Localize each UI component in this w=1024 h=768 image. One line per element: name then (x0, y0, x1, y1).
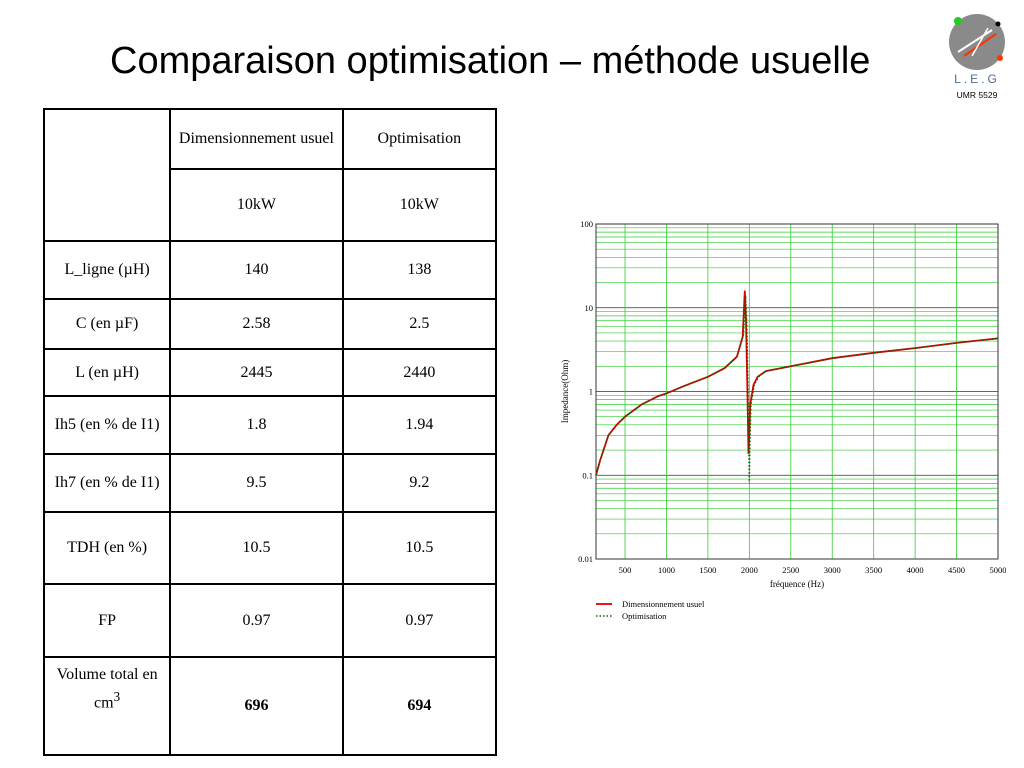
x-tick-label: 1000 (658, 565, 675, 575)
y-tick-label: 1 (589, 387, 593, 397)
x-tick-label: 1500 (699, 565, 716, 575)
y-tick-label: 0.1 (582, 470, 593, 480)
volume-label-exponent: 3 (113, 689, 121, 704)
power-usuel: 10kW (169, 168, 344, 242)
x-tick-label: 4000 (907, 565, 924, 575)
row-value-usuel: 2445 (169, 348, 344, 397)
y-tick-label: 100 (580, 219, 593, 229)
table-power-row: 10kW 10kW (44, 168, 498, 242)
y-tick-label: 0.01 (578, 554, 593, 564)
logo-subtitle: UMR 5529 (956, 90, 998, 100)
row-value-optimisation: 9.2 (341, 453, 498, 513)
row-value-usuel: 2.58 (169, 298, 344, 350)
table-row: L (en µH) 2445 2440 (42, 348, 498, 397)
row-label: TDH (en %) (42, 511, 172, 585)
table-row: C (en µF) 2.58 2.5 (42, 298, 498, 350)
row-value-usuel: 140 (169, 240, 344, 300)
table-row: FP 0.97 0.97 (42, 583, 498, 658)
leg-logo: L.E.G UMR 5529 (942, 12, 1012, 104)
power-optimisation: 10kW (341, 168, 498, 242)
comparison-table: Dimensionnement usuel Optimisation 10kW … (42, 108, 498, 756)
volume-label: Volume total en cm (56, 666, 158, 712)
logo-text: L.E.G (954, 72, 1000, 86)
empty-corner-cell (42, 108, 172, 242)
row-label: FP (42, 583, 172, 658)
x-tick-label: 2500 (782, 565, 799, 575)
row-label: Ih7 (en % de I1) (42, 453, 172, 513)
row-value-usuel: 1.8 (169, 395, 344, 455)
row-value-optimisation: 1.94 (341, 395, 498, 455)
row-value-usuel: 9.5 (169, 453, 344, 513)
table-row: TDH (en %) 10.5 10.5 (42, 511, 498, 585)
table-row: Ih7 (en % de I1) 9.5 9.2 (42, 453, 498, 513)
x-tick-label: 500 (619, 565, 632, 575)
row-value-usuel: 0.97 (169, 583, 344, 658)
table-row-volume: Volume total en cm3 696 694 (42, 656, 498, 756)
x-tick-label: 2000 (741, 565, 758, 575)
row-value-optimisation: 10.5 (341, 511, 498, 585)
row-label: L_ligne (µH) (42, 240, 172, 300)
slide-title: Comparaison optimisation – méthode usuel… (110, 40, 871, 82)
legend-entry: Optimisation (622, 611, 667, 621)
row-value-optimisation: 2440 (341, 348, 498, 397)
y-tick-label: 10 (585, 303, 594, 313)
series-line-dimensionnement (595, 290, 999, 476)
volume-value-optimisation: 694 (341, 656, 498, 756)
legend-entry: Dimensionnement usuel (622, 599, 705, 609)
table-row: L_ligne (µH) 140 138 (42, 240, 498, 300)
row-label: L (en µH) (42, 348, 172, 397)
x-tick-label: 5000 (990, 565, 1007, 575)
plot-frame (595, 223, 999, 560)
row-value-optimisation: 2.5 (341, 298, 498, 350)
x-axis-label: fréquence (Hz) (770, 579, 824, 589)
table-row: Ih5 (en % de I1) 1.8 1.94 (42, 395, 498, 455)
x-tick-label: 4500 (948, 565, 965, 575)
impedance-chart: 500 1000 1500 2000 2500 3000 3500 4000 4500 5000 1… (560, 219, 1007, 621)
row-label: Ih5 (en % de I1) (42, 395, 172, 455)
row-label: C (en µF) (42, 298, 172, 350)
header-usuel: Dimensionnement usuel (169, 108, 344, 170)
volume-value-usuel: 696 (169, 656, 344, 756)
row-value-usuel: 10.5 (169, 511, 344, 585)
volume-label-cell: Volume total en cm3 (42, 656, 172, 756)
x-tick-label: 3500 (865, 565, 882, 575)
table-header-row: Dimensionnement usuel Optimisation (42, 108, 498, 242)
series-line-optimisation (595, 295, 999, 484)
header-optimisation: Optimisation (341, 108, 498, 170)
row-value-optimisation: 138 (341, 240, 498, 300)
row-value-optimisation: 0.97 (341, 583, 498, 658)
leg-logo-icon (949, 14, 1005, 70)
x-tick-label: 3000 (824, 565, 841, 575)
y-axis-label: Impedance(Ohm) (560, 360, 570, 423)
